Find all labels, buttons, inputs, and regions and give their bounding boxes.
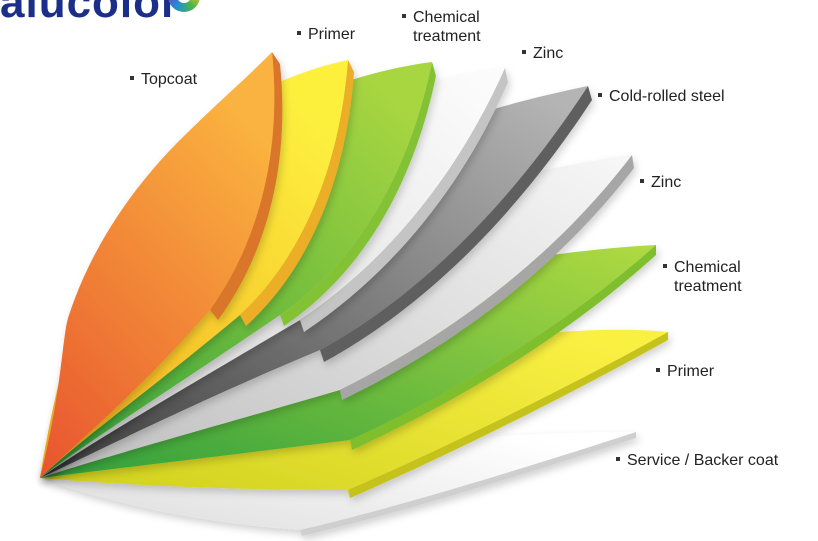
label-topcoat: Topcoat (130, 70, 197, 89)
label-zinc-bottom: Zinc (640, 173, 681, 192)
layer-sheet-topcoat (40, 52, 283, 478)
bullet-icon (130, 75, 134, 80)
label-chemical-treatment-bottom: Chemical treatment (663, 258, 742, 296)
brand-logo: alucolor (0, 0, 179, 28)
bullet-icon (402, 13, 406, 18)
brand-logo-text: alucolor (0, 0, 180, 27)
bullet-icon (640, 178, 644, 183)
label-zinc-top: Zinc (522, 44, 563, 63)
bullet-icon (656, 367, 660, 372)
bullet-icon (522, 49, 526, 54)
label-cold-rolled-steel: Cold-rolled steel (598, 87, 725, 106)
label-primer-bottom: Primer (656, 362, 714, 381)
bullet-icon (598, 92, 602, 97)
label-service-backer-coat: Service / Backer coat (616, 451, 778, 470)
brand-logo-mark-icon (168, 0, 200, 12)
bullet-icon (297, 30, 301, 35)
label-primer-top: Primer (297, 25, 355, 44)
bullet-icon (663, 263, 667, 268)
bullet-icon (616, 456, 620, 461)
label-chemical-treatment-top: Chemical treatment (402, 8, 481, 46)
